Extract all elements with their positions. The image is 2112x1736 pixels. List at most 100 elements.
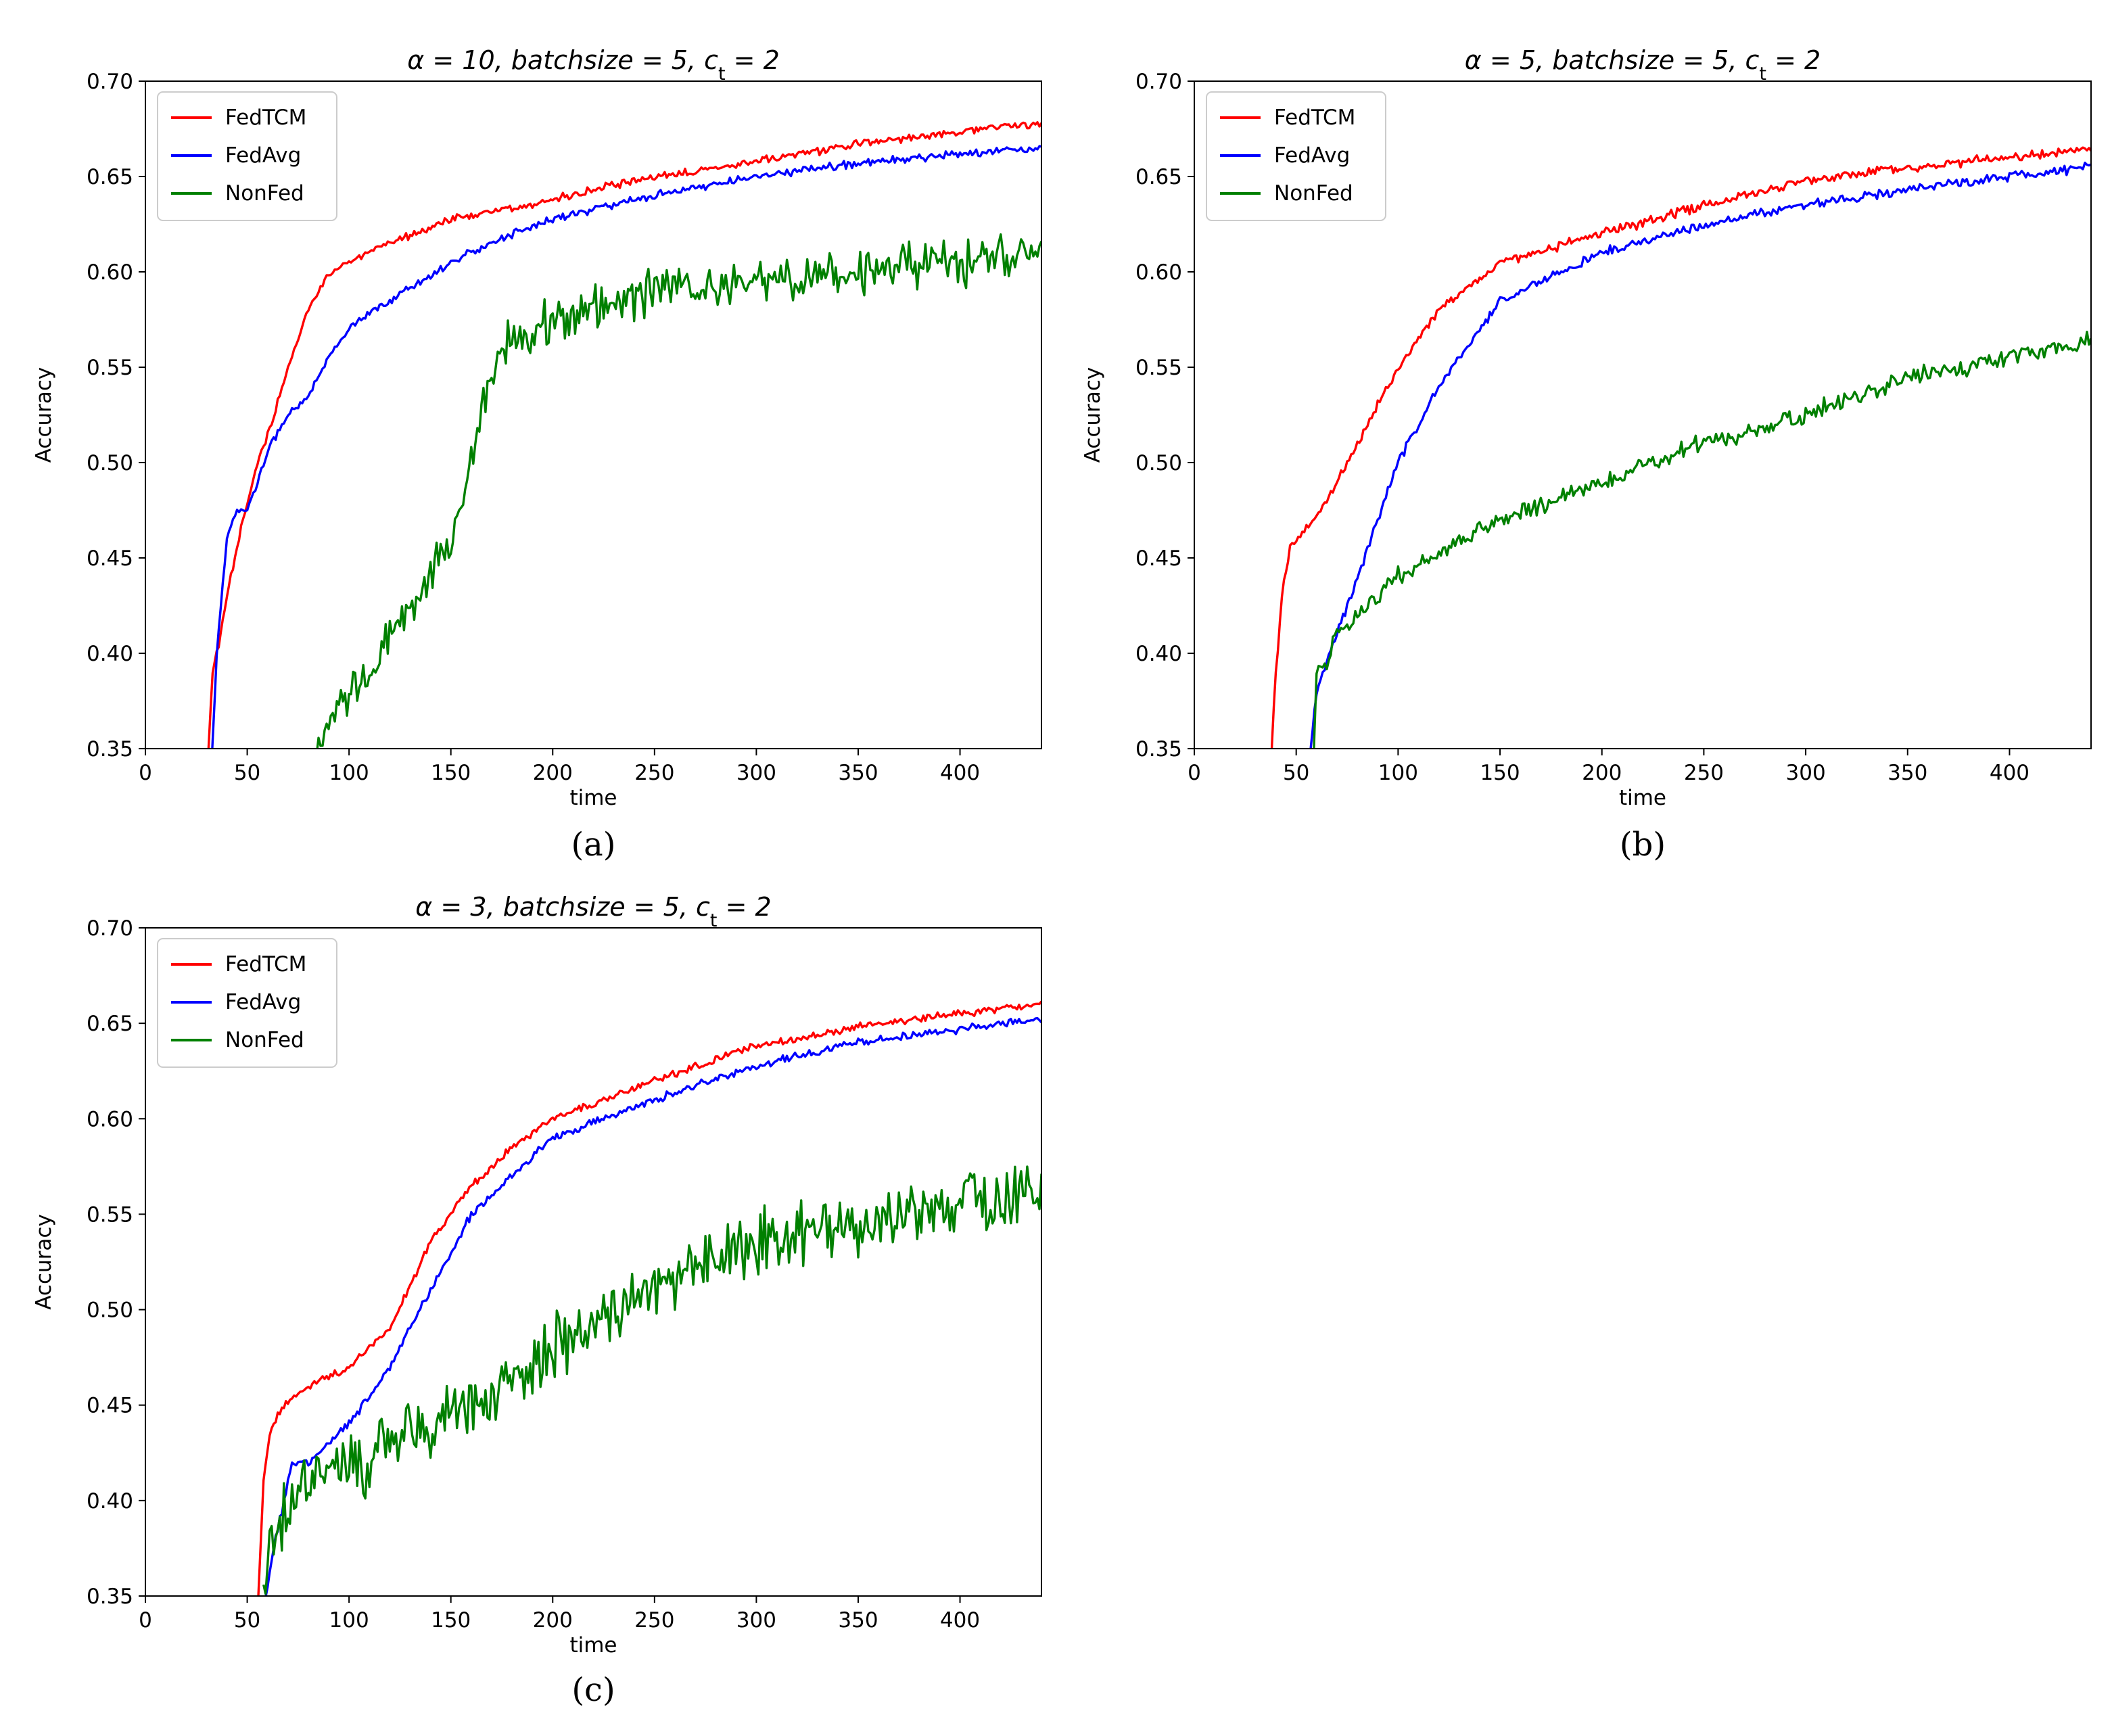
x-tick-label: 350: [1887, 761, 1927, 785]
x-tick-label: 200: [1582, 761, 1622, 785]
series-group: [207, 121, 1041, 749]
y-tick-label: 0.60: [87, 260, 133, 285]
y-tick-label: 0.35: [87, 1585, 133, 1609]
y-tick-label: 0.55: [1135, 356, 1182, 380]
series-line-fedavg: [264, 1016, 1041, 1596]
legend-box: [1206, 91, 1386, 221]
chart-title-part: t: [718, 64, 726, 85]
series-line-fedtcm: [257, 1000, 1041, 1596]
chart-title-part: α = 10,: [407, 45, 511, 75]
x-tick-label: 250: [634, 761, 674, 785]
x-tick-label: 0: [139, 1608, 152, 1633]
plot-frame: [145, 927, 1042, 1597]
x-tick-label: 250: [634, 1608, 674, 1633]
plot-frame: [1194, 80, 2092, 749]
x-tick-label: 200: [533, 761, 573, 785]
legend-label-fedtcm: FedTCM: [1274, 105, 1355, 130]
chart-title-part: = 5,: [634, 45, 704, 75]
x-tick-label: 400: [940, 1608, 980, 1633]
x-tick-label: 50: [234, 761, 260, 785]
series-line-fedavg: [1309, 162, 2091, 749]
y-tick-label: 0.65: [87, 1012, 133, 1036]
panel-caption: (b): [1620, 826, 1666, 864]
chart-title-part: batchsize: [1552, 45, 1674, 75]
x-tick-label: 0: [1188, 761, 1201, 785]
legend-label-nonfed: NonFed: [225, 181, 304, 206]
x-tick-label: 100: [329, 1608, 369, 1633]
y-axis-label: Accuracy: [32, 367, 56, 463]
series-line-fedavg: [211, 145, 1041, 749]
chart-title-part: t: [1759, 64, 1766, 85]
legend-label-nonfed: NonFed: [225, 1028, 304, 1052]
x-tick-label: 0: [139, 761, 152, 785]
y-tick-label: 0.40: [87, 642, 133, 666]
series-line-nonfed: [1313, 331, 2091, 749]
y-tick-label: 0.70: [87, 916, 133, 941]
y-tick-label: 0.40: [1135, 642, 1182, 666]
x-tick-label: 100: [329, 761, 369, 785]
chart-title-part: t: [710, 910, 718, 931]
x-tick-label: 50: [1283, 761, 1309, 785]
chart-title-part: = 5,: [626, 892, 696, 922]
chart-title: α = 3, batchsize = 5, ct = 2: [415, 892, 771, 931]
chart-title: α = 5, batchsize = 5, ct = 2: [1465, 45, 1821, 85]
x-tick-label: 300: [736, 1608, 776, 1633]
x-tick-label: 350: [838, 761, 878, 785]
y-axis-label: Accuracy: [1081, 367, 1105, 463]
legend-label-fedavg: FedAvg: [1274, 143, 1350, 168]
x-tick-label: 200: [533, 1608, 573, 1633]
y-tick-label: 0.45: [87, 546, 133, 571]
chart-title-part: α = 5,: [1465, 45, 1552, 75]
x-tick-label: 100: [1378, 761, 1418, 785]
y-tick-label: 0.50: [87, 1298, 133, 1323]
x-axis-label: time: [569, 1633, 617, 1658]
chart-title-part: = 2: [726, 45, 780, 75]
x-tick-label: 50: [234, 1608, 260, 1633]
panel-caption: (a): [571, 826, 615, 864]
legend-box: [157, 91, 337, 221]
x-axis-label: time: [1619, 786, 1666, 810]
legend-label-fedtcm: FedTCM: [225, 952, 306, 977]
y-tick-label: 0.35: [1135, 737, 1182, 761]
y-tick-label: 0.60: [87, 1107, 133, 1131]
legend-box: [157, 938, 337, 1068]
chart-panel-1: 0 50 100 150 200 250 300 350 400 0.35 0.40 0.45 0.50…: [32, 45, 1042, 864]
series-line-fedtcm: [207, 121, 1041, 749]
series-line-fedtcm: [1270, 146, 2091, 749]
chart-title: α = 10, batchsize = 5, ct = 2: [407, 45, 780, 85]
series-line-nonfed: [262, 1165, 1041, 1595]
legend-label-fedtcm: FedTCM: [225, 105, 306, 130]
series-group: [1270, 146, 2091, 749]
y-tick-label: 0.55: [87, 356, 133, 380]
chart-title-part: = 2: [1766, 45, 1821, 75]
x-tick-label: 250: [1684, 761, 1724, 785]
x-tick-label: 150: [431, 1608, 471, 1633]
x-tick-label: 400: [1990, 761, 2029, 785]
x-axis-label: time: [569, 786, 617, 810]
chart-title-part: c: [696, 892, 710, 922]
series-group: [257, 1000, 1041, 1596]
plot-frame: [145, 80, 1042, 749]
panel-caption: (c): [571, 1671, 615, 1709]
y-axis-label: Accuracy: [32, 1214, 56, 1310]
y-tick-label: 0.35: [87, 737, 133, 761]
legend-label-fedavg: FedAvg: [225, 990, 301, 1014]
series-line-nonfed: [316, 233, 1041, 749]
y-tick-label: 0.50: [87, 451, 133, 475]
chart-title-part: = 2: [718, 892, 772, 922]
y-tick-label: 0.45: [1135, 546, 1182, 571]
chart-title-part: batchsize: [511, 45, 634, 75]
chart-title-part: α = 3,: [415, 892, 502, 922]
y-tick-label: 0.50: [1135, 451, 1182, 475]
legend-label-nonfed: NonFed: [1274, 181, 1353, 206]
y-tick-label: 0.65: [1135, 165, 1182, 189]
chart-title-part: batchsize: [503, 892, 626, 922]
y-tick-label: 0.70: [1135, 70, 1182, 94]
x-tick-label: 150: [1480, 761, 1520, 785]
x-tick-label: 400: [940, 761, 980, 785]
x-tick-label: 350: [838, 1608, 878, 1633]
y-tick-label: 0.70: [87, 70, 133, 94]
chart-panel-3: 0 50 100 150 200 250 300 350 400 0.35 0.40 0.45 0.50…: [32, 892, 1042, 1709]
chart-title-part: = 5,: [1674, 45, 1745, 75]
